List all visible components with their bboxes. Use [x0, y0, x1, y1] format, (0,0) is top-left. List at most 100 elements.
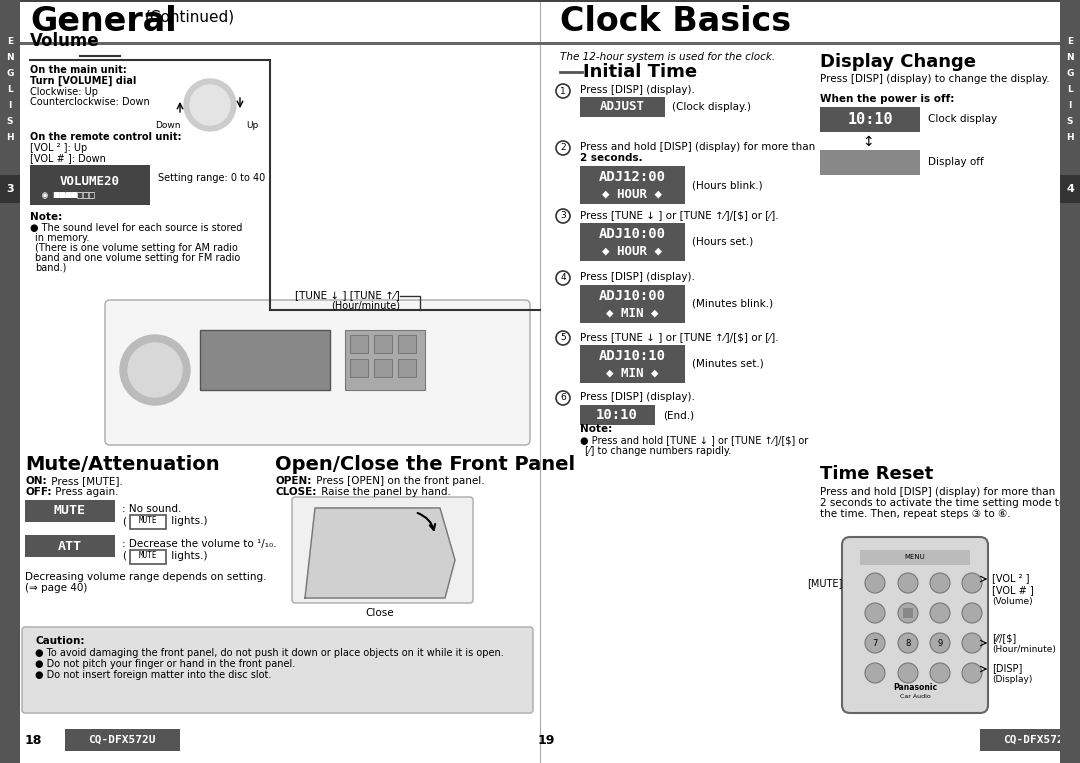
Text: Close: Close — [366, 608, 394, 618]
Circle shape — [897, 633, 918, 653]
Bar — [130, 550, 166, 564]
Text: ADJ10:00: ADJ10:00 — [598, 227, 665, 241]
Circle shape — [930, 603, 950, 623]
Circle shape — [865, 603, 885, 623]
Text: 2: 2 — [561, 143, 566, 153]
Text: Press [DISP] (display).: Press [DISP] (display). — [580, 272, 694, 282]
Text: (Minutes set.): (Minutes set.) — [692, 359, 764, 369]
Text: band.): band.) — [35, 263, 66, 273]
Text: 4: 4 — [561, 273, 566, 282]
Text: MENU: MENU — [905, 554, 926, 560]
Circle shape — [930, 633, 950, 653]
Text: (Minutes blink.): (Minutes blink.) — [692, 299, 773, 309]
Bar — [903, 608, 913, 618]
Text: Raise the panel by hand.: Raise the panel by hand. — [318, 487, 450, 497]
Bar — [374, 335, 392, 353]
Text: (There is one volume setting for AM radio: (There is one volume setting for AM radi… — [35, 243, 238, 253]
Bar — [374, 359, 392, 377]
FancyBboxPatch shape — [22, 627, 534, 713]
Circle shape — [556, 84, 570, 98]
Bar — [345, 330, 426, 390]
Text: ◆ HOUR ◆: ◆ HOUR ◆ — [602, 244, 662, 257]
Circle shape — [190, 85, 230, 125]
Text: Initial Time: Initial Time — [583, 63, 697, 81]
Text: 5: 5 — [561, 333, 566, 343]
Text: Press [DISP] (display).: Press [DISP] (display). — [580, 392, 694, 402]
Bar — [1059, 175, 1080, 203]
Text: ● To avoid damaging the front panel, do not push it down or place objects on it : ● To avoid damaging the front panel, do … — [35, 648, 503, 658]
Text: (: ( — [122, 516, 126, 526]
Text: [TUNE ↓ ] [TUNE ↑⁄]: [TUNE ↓ ] [TUNE ↑⁄] — [295, 290, 400, 300]
Text: (Hours blink.): (Hours blink.) — [692, 181, 762, 191]
Bar — [580, 345, 685, 383]
Circle shape — [865, 633, 885, 653]
Bar — [399, 335, 416, 353]
Text: ↕: ↕ — [862, 135, 874, 149]
Text: 6: 6 — [561, 394, 566, 403]
Text: ON:: ON: — [25, 476, 46, 486]
Text: Up: Up — [246, 121, 258, 130]
Text: Press [DISP] (display) to change the display.: Press [DISP] (display) to change the dis… — [820, 74, 1050, 84]
Text: [DISP]: [DISP] — [993, 663, 1023, 673]
Text: N: N — [1066, 53, 1074, 63]
Circle shape — [865, 663, 885, 683]
Bar — [200, 330, 330, 390]
Text: : No sound.: : No sound. — [122, 504, 181, 514]
Text: ● Do not pitch your finger or hand in the front panel.: ● Do not pitch your finger or hand in th… — [35, 659, 295, 669]
Text: Counterclockwise: Down: Counterclockwise: Down — [30, 97, 150, 107]
Text: 8: 8 — [905, 639, 910, 648]
Text: ● The sound level for each source is stored: ● The sound level for each source is sto… — [30, 223, 242, 233]
Bar — [0, 175, 21, 203]
Bar — [350, 335, 368, 353]
Bar — [25, 535, 114, 557]
Bar — [21, 42, 540, 45]
Bar — [30, 165, 150, 205]
Text: CQ-DFX572U: CQ-DFX572U — [1003, 735, 1070, 745]
Bar — [350, 359, 368, 377]
Text: E: E — [1067, 37, 1074, 47]
Text: I: I — [9, 101, 12, 111]
Text: 2 seconds.: 2 seconds. — [580, 153, 643, 163]
Text: (Hour/minute): (Hour/minute) — [993, 645, 1056, 654]
Bar — [580, 405, 654, 425]
Text: Mute/Attenuation: Mute/Attenuation — [25, 455, 219, 474]
Text: 4: 4 — [1066, 184, 1074, 194]
Bar — [580, 97, 665, 117]
Circle shape — [897, 603, 918, 623]
Text: 18: 18 — [25, 733, 42, 746]
Text: Press [OPEN] on the front panel.: Press [OPEN] on the front panel. — [313, 476, 485, 486]
Circle shape — [930, 573, 950, 593]
FancyBboxPatch shape — [842, 537, 988, 713]
Text: ADJUST: ADJUST — [599, 101, 645, 114]
Text: Display off: Display off — [928, 157, 984, 167]
Text: 10:10: 10:10 — [596, 408, 638, 422]
Text: 3: 3 — [6, 184, 14, 194]
Bar — [580, 285, 685, 323]
Text: Time Reset: Time Reset — [820, 465, 933, 483]
Text: 2 seconds to activate the time setting mode to reset: 2 seconds to activate the time setting m… — [820, 498, 1080, 508]
Bar — [399, 359, 416, 377]
Text: MUTE: MUTE — [54, 504, 86, 517]
Text: Turn [VOLUME] dial: Turn [VOLUME] dial — [30, 76, 136, 86]
Bar — [580, 223, 685, 261]
Text: CQ-DFX572U: CQ-DFX572U — [89, 735, 156, 745]
Text: [⁄] to change numbers rapidly.: [⁄] to change numbers rapidly. — [585, 446, 731, 456]
Text: H: H — [1066, 134, 1074, 143]
Text: Press again.: Press again. — [52, 487, 119, 497]
Text: 1: 1 — [561, 86, 566, 95]
Text: [⁄⁄/[$]: [⁄⁄/[$] — [993, 633, 1016, 643]
Circle shape — [962, 603, 982, 623]
Text: [VOL # ]: Down: [VOL # ]: Down — [30, 153, 106, 163]
Text: ADJ12:00: ADJ12:00 — [598, 170, 665, 184]
Text: ◉ ■■■■□□□: ◉ ■■■■□□□ — [42, 190, 95, 200]
Text: S: S — [6, 118, 13, 127]
Text: Press [MUTE].: Press [MUTE]. — [48, 476, 123, 486]
Text: Press [TUNE ↓ ] or [TUNE ↑⁄]/[$] or [⁄].: Press [TUNE ↓ ] or [TUNE ↑⁄]/[$] or [⁄]. — [580, 332, 779, 342]
Text: H: H — [6, 134, 14, 143]
Text: (Clock display.): (Clock display.) — [672, 102, 751, 112]
Text: (End.): (End.) — [663, 410, 694, 420]
Text: Clock Basics: Clock Basics — [561, 5, 792, 38]
Text: ◆ MIN ◆: ◆ MIN ◆ — [606, 307, 658, 320]
Text: Volume: Volume — [30, 32, 99, 50]
Text: 9: 9 — [937, 639, 943, 648]
